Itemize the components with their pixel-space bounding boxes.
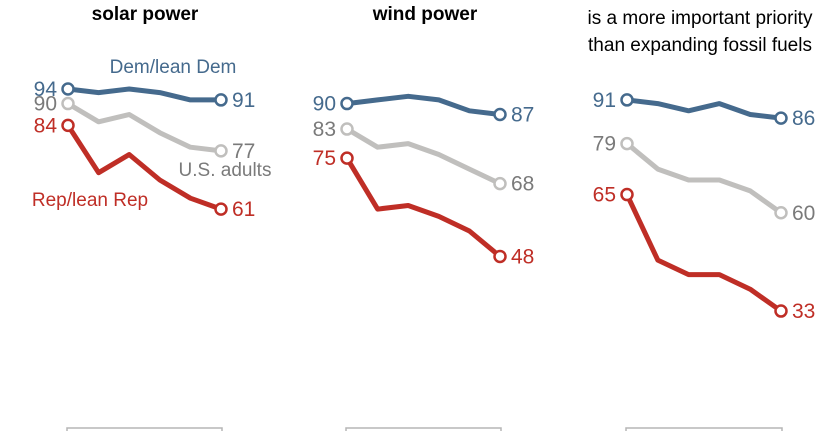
start-label-dem: 94 (34, 78, 58, 101)
legend-label-dem: Dem/lean Dem (110, 57, 237, 78)
end-label-rep: 33 (792, 300, 815, 323)
panel-title-wind: wind power (372, 4, 478, 25)
data-point-rep (214, 202, 228, 216)
data-point-adults (774, 206, 788, 220)
data-point-adults (493, 176, 507, 191)
end-label-dem: 86 (792, 107, 815, 130)
data-point-dem (493, 107, 507, 122)
panel-1: 83 68 75 48 90 87 (313, 93, 534, 431)
data-point-dem (774, 111, 788, 125)
panel-title-solar: solar power (91, 4, 199, 25)
panel-title-fossil-line-2: than expanding fossil fuels (588, 35, 812, 56)
series-line-dem (624, 97, 784, 121)
x-axis-line (625, 427, 783, 431)
series-line-rep (65, 122, 224, 212)
end-label-adults: 68 (511, 173, 534, 196)
panel-title-fossil-line-1: is a more important priority (587, 8, 813, 29)
series-line-rep (344, 155, 503, 259)
legend-label-rep: Rep/lean Rep (32, 190, 148, 211)
series-line-dem (344, 93, 503, 117)
start-label-dem: 91 (593, 89, 616, 112)
x-axis-line (66, 427, 223, 431)
panel-title-fossil: is a more important priority than expand… (560, 5, 840, 59)
end-label-rep: 61 (232, 198, 255, 221)
series-line-adults (65, 101, 224, 154)
data-point-adults (214, 144, 228, 158)
data-point-adults (340, 122, 354, 136)
x-axis-line (345, 427, 502, 431)
end-label-adults: 60 (792, 202, 815, 225)
end-label-dem: 91 (232, 89, 255, 112)
legend-label-adults: U.S. adults (179, 160, 272, 181)
end-label-rep: 48 (511, 245, 534, 268)
start-label-adults: 83 (313, 118, 336, 141)
data-point-rep (620, 187, 634, 202)
data-point-adults (61, 96, 75, 111)
start-label-adults: 79 (593, 133, 616, 156)
data-point-rep (61, 118, 75, 133)
series-line-adults (624, 141, 784, 216)
data-point-adults (620, 136, 634, 151)
start-label-rep: 75 (313, 147, 336, 170)
data-point-rep (774, 304, 788, 318)
panel-2: 79 60 65 33 91 86 (593, 89, 815, 431)
data-point-rep (340, 151, 354, 165)
series-line-adults (344, 126, 503, 187)
start-label-rep: 65 (593, 184, 616, 207)
end-label-dem: 87 (511, 103, 534, 126)
panel-0: 90 77 84 61 94 91 Dem/lean Dem U.S. adults Rep/l… (32, 57, 272, 431)
data-point-rep (493, 249, 507, 264)
data-point-dem (214, 93, 228, 107)
series-line-rep (624, 192, 784, 314)
data-point-dem (340, 96, 354, 111)
start-label-rep: 84 (34, 114, 58, 137)
data-point-dem (620, 93, 634, 107)
data-point-dem (61, 82, 75, 96)
end-label-adults: 77 (232, 140, 255, 163)
series-line-dem (65, 86, 224, 103)
start-label-dem: 90 (313, 93, 336, 116)
start-label-adults: 90 (34, 93, 57, 116)
